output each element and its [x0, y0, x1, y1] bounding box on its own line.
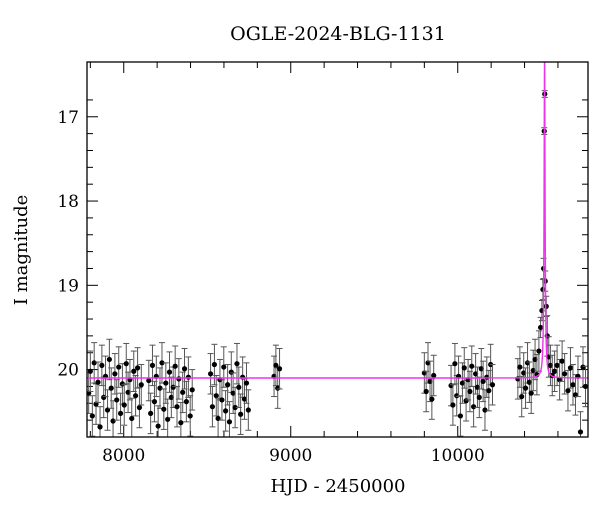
- data-point: [567, 347, 574, 389]
- data-point: [209, 385, 216, 428]
- data-point: [451, 342, 458, 385]
- data-point: [111, 353, 118, 395]
- data-point: [138, 364, 145, 406]
- data-point: [151, 380, 158, 423]
- data-point: [245, 389, 252, 431]
- data-point: [207, 353, 214, 395]
- data-point: [183, 380, 190, 423]
- x-tick-label: 10000: [431, 446, 485, 466]
- data-point: [87, 350, 94, 392]
- data-point: [222, 390, 229, 432]
- data-point: [121, 384, 128, 426]
- model-curve: [87, 62, 588, 379]
- data-point: [461, 347, 468, 389]
- data-point: [185, 356, 192, 398]
- data-point: [430, 354, 437, 397]
- data-point: [147, 392, 154, 435]
- x-axis-label: HJD - 2450000: [270, 476, 405, 497]
- data-point: [554, 344, 561, 387]
- data-point: [530, 349, 537, 392]
- x-tick-label: 9000: [269, 446, 312, 466]
- y-tick-label: 20: [57, 361, 79, 381]
- y-tick-label: 19: [57, 276, 79, 296]
- y-tick-label: 18: [57, 192, 79, 212]
- data-point: [162, 362, 169, 404]
- data-point: [113, 379, 120, 421]
- data-point: [272, 344, 279, 387]
- data-point: [233, 342, 240, 385]
- data-point: [485, 369, 492, 412]
- data-point: [177, 401, 184, 437]
- data-point: [91, 342, 98, 384]
- data-point: [213, 374, 220, 417]
- data-point: [189, 369, 196, 411]
- data-point: [97, 406, 104, 437]
- data-point: [561, 353, 568, 395]
- tick-labels: 8000 9000 10000 17 18 19 20: [57, 108, 484, 466]
- data-point: [95, 361, 102, 403]
- data-point: [522, 367, 529, 409]
- data-point: [235, 366, 242, 409]
- data-point: [551, 350, 558, 392]
- data-point: [427, 360, 434, 403]
- data-point: [237, 393, 244, 435]
- data-point: [128, 397, 135, 437]
- data-point: [181, 348, 188, 390]
- data-point: [158, 342, 165, 384]
- data-point: [226, 401, 233, 437]
- data-point: [149, 344, 156, 387]
- data-point: [526, 361, 533, 403]
- data-point: [220, 346, 227, 388]
- chart-title: OGLE-2024-BLG-1131: [230, 23, 446, 45]
- x-tick-label: 8000: [102, 446, 145, 466]
- plot-frame: [86, 61, 589, 438]
- plot-area: [87, 62, 588, 437]
- data-point: [136, 386, 143, 429]
- data-point: [115, 346, 122, 388]
- data-point: [89, 395, 96, 437]
- y-axis-label: I magnitude: [11, 195, 32, 306]
- axis-ticks: [87, 62, 588, 438]
- y-tick-label: 17: [57, 108, 79, 128]
- data-point: [123, 342, 130, 385]
- data-point: [577, 411, 584, 437]
- data-point: [569, 364, 576, 406]
- data-point: [480, 360, 487, 403]
- data-point: [160, 388, 167, 430]
- data-point: [232, 386, 239, 429]
- data-point: [276, 348, 283, 390]
- data-point: [449, 384, 456, 426]
- data-point: [476, 376, 483, 419]
- data-point: [489, 364, 496, 406]
- data-point: [108, 367, 115, 409]
- data-point: [164, 398, 171, 437]
- data-point: [224, 364, 231, 406]
- data-point: [155, 405, 162, 437]
- data-point: [559, 340, 566, 382]
